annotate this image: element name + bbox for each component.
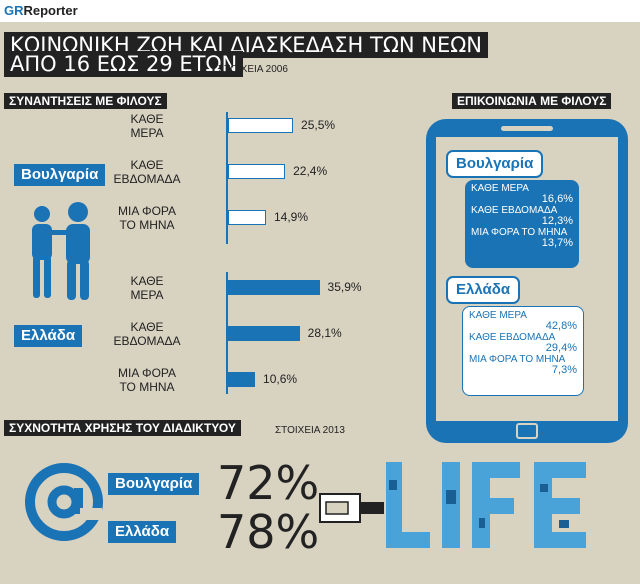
bubble-category-label: ΚΑΘΕ ΕΒΔΟΜΑΔΑ	[471, 205, 558, 216]
bubble-category-label: ΜΙΑ ΦΟΡΑ ΤΟ ΜΗΝΑ	[469, 354, 566, 365]
page-title-line2: ΑΠΟ 16 ΕΩΣ 29 ΕΤΩΝ	[4, 51, 244, 77]
bar-category-label: ΜΙΑ ΦΟΡΑ ΤΟ ΜΗΝΑ	[72, 204, 222, 232]
internet-label-bulgaria: Βουλγαρία	[108, 473, 200, 495]
country-label-greece: Ελλάδα	[14, 325, 83, 347]
page-title-line1: ΚΟΙΝΩΝΙΚΗ ΖΩΗ ΚΑΙ ΔΙΑΣΚΕΔΑΣΗ ΤΩΝ ΝΕΩΝ	[4, 32, 488, 58]
bar-category-label-line: ΚΑΘΕ	[130, 112, 164, 126]
title-year-note: ΣΤΟΙΧΕΙΑ 2006	[218, 64, 288, 75]
at-sign-icon	[25, 463, 103, 541]
communication-bubble-greece: ΚΑΘΕ ΜΕΡΑ 42,8% ΚΑΘΕ ΕΒΔΟΜΑΔΑ 29,4% ΜΙΑ ΦΟΡΑ…	[462, 306, 584, 396]
phone-home-button	[516, 423, 538, 439]
bubble-value-label: 7,3%	[551, 364, 577, 376]
country-label-bulgaria: Βουλγαρία	[14, 164, 106, 186]
bar-2-1	[228, 280, 320, 295]
bar-category-label: ΚΑΘΕ ΕΒΔΟΜΑΔΑ	[72, 320, 222, 348]
bar-2-3	[228, 372, 256, 387]
bar-category-label: ΚΑΘΕ ΜΕΡΑ	[72, 274, 222, 302]
bar-value-label: 35,9%	[327, 280, 362, 294]
internet-value-greece: 78%	[217, 505, 320, 559]
internet-year-note: ΣΤΟΙΧΕΙΑ 2013	[275, 425, 345, 436]
meetings-axis-1	[226, 112, 228, 244]
bubble-category-label: ΜΙΑ ΦΟΡΑ ΤΟ ΜΗΝΑ	[471, 227, 568, 238]
life-word-illustration	[386, 462, 586, 548]
bubble-title-greece: Ελλάδα	[446, 276, 521, 304]
bar-1-2	[228, 164, 286, 179]
bar-category-label-line: ΕΒΔΟΜΑΔΑ	[113, 334, 181, 348]
internet-value-bulgaria: 72%	[217, 456, 320, 510]
bubble-category-label: ΚΑΘΕ ΜΕΡΑ	[469, 310, 527, 321]
internet-label-greece: Ελλάδα	[108, 521, 177, 543]
bubble-category-label: ΚΑΘΕ ΕΒΔΟΜΑΔΑ	[469, 332, 556, 343]
children-silhouette-icon	[32, 202, 90, 300]
bar-category-label-line: ΜΕΡΑ	[130, 288, 164, 302]
bar-category-label-line: ΤΟ ΜΗΝΑ	[119, 218, 175, 232]
bar-category-label-line: ΤΟ ΜΗΝΑ	[119, 380, 175, 394]
bar-1-3	[228, 210, 266, 225]
bar-value-label: 25,5%	[301, 118, 336, 132]
bar-category-label-line: ΜΕΡΑ	[130, 126, 164, 140]
usb-plug-icon	[319, 493, 384, 523]
bar-value-label: 14,9%	[273, 210, 309, 224]
bar-category-label-line: ΚΑΘΕ	[130, 274, 164, 288]
brand-logo: GRReporter	[4, 3, 78, 18]
bar-2-2	[228, 326, 300, 341]
bar-category-label-line: ΚΑΘΕ	[130, 320, 164, 334]
bubble-value-label: 42,8%	[545, 320, 577, 332]
bar-category-label-line: ΜΙΑ ΦΟΡΑ	[117, 366, 177, 380]
bar-value-label: 22,4%	[293, 164, 328, 178]
bar-1-1	[228, 118, 294, 133]
communication-heading: ΕΠΙΚΟΙΝΩΝΙΑ ΜΕ ΦΙΛΟΥΣ	[452, 93, 612, 109]
meetings-axis-2	[226, 272, 228, 394]
bar-category-label-line: ΚΑΘΕ	[130, 158, 164, 172]
meetings-heading: ΣΥΝΑΝΤΗΣΕΙΣ ΜΕ ΦΙΛΟΥΣ	[4, 93, 167, 109]
bar-category-label: ΜΙΑ ΦΟΡΑ ΤΟ ΜΗΝΑ	[72, 366, 222, 394]
bar-category-label: ΚΑΘΕ ΕΒΔΟΜΑΔΑ	[72, 158, 222, 186]
communication-bubble-bulgaria: ΚΑΘΕ ΜΕΡΑ 16,6% ΚΑΘΕ ΕΒΔΟΜΑΔΑ 12,3% ΜΙΑ ΦΟΡΑ…	[465, 180, 579, 268]
phone-speaker	[501, 126, 553, 131]
bubble-value-label: 13,7%	[541, 237, 573, 249]
bubble-category-label: ΚΑΘΕ ΜΕΡΑ	[471, 183, 529, 194]
bar-category-label-line: ΕΒΔΟΜΑΔΑ	[113, 172, 181, 186]
bar-category-label: ΚΑΘΕ ΜΕΡΑ	[72, 112, 222, 140]
bar-value-label: 10,6%	[263, 372, 298, 386]
bubble-value-label: 29,4%	[545, 342, 577, 354]
bar-value-label: 28,1%	[307, 326, 342, 340]
bubble-title-bulgaria: Βουλγαρία	[446, 150, 544, 178]
bar-category-label-line: ΜΙΑ ΦΟΡΑ	[117, 204, 177, 218]
internet-heading: ΣΥΧΝΟΤΗΤΑ ΧΡΗΣΗΣ ΤΟΥ ΔΙΑΔΙΚΤΥΟΥ	[4, 420, 241, 436]
bubble-value-label: 16,6%	[541, 193, 573, 205]
bubble-value-label: 12,3%	[541, 215, 573, 227]
